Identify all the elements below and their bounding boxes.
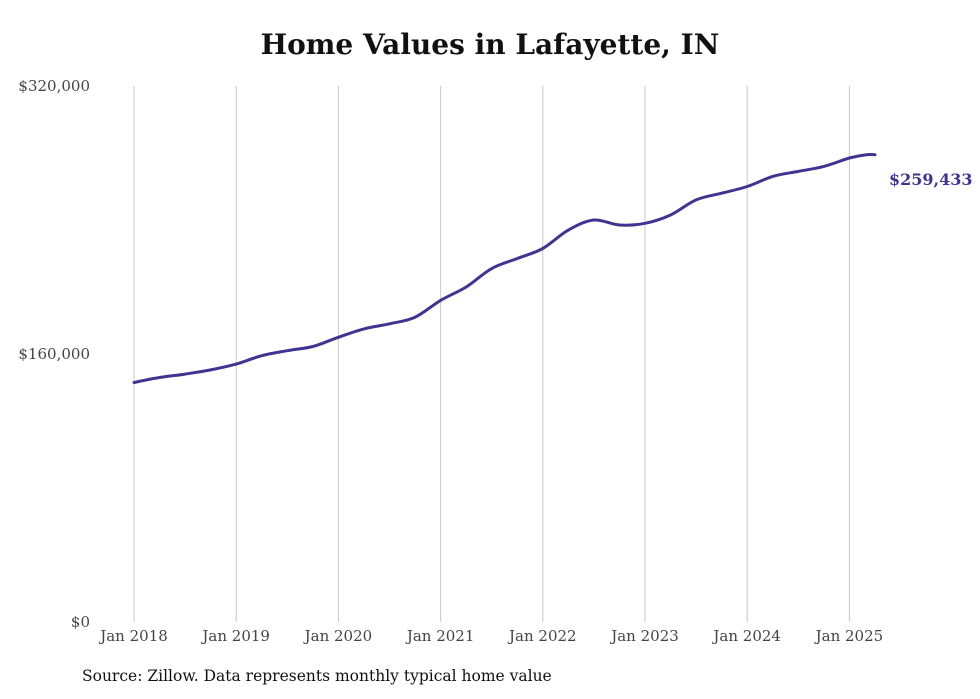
x-tick-label: Jan 2021 (405, 627, 475, 645)
x-tick-label: Jan 2019 (200, 627, 270, 645)
x-axis: Jan 2018 Jan 2019 Jan 2020 Jan 2021 Jan 2022… (98, 627, 883, 645)
y-tick-label: $160,000 (18, 345, 90, 363)
y-tick-label: $320,000 (18, 77, 90, 95)
end-value-label: $259,433 (889, 170, 973, 189)
x-tick-label: Jan 2025 (814, 627, 884, 645)
x-tick-label: Jan 2023 (609, 627, 679, 645)
x-tick-label: Jan 2024 (711, 627, 781, 645)
y-tick-label: $0 (71, 613, 90, 631)
chart-title: Home Values in Lafayette, IN (260, 28, 720, 61)
source-note: Source: Zillow. Data represents monthly … (82, 667, 552, 685)
x-tick-label: Jan 2018 (98, 627, 168, 645)
series-line (132, 152, 877, 384)
x-tick-label: Jan 2022 (507, 627, 577, 645)
x-tick-label: Jan 2020 (303, 627, 373, 645)
y-axis: $0 $160,000 $320,000 (18, 77, 90, 631)
grid-lines (133, 86, 850, 622)
series-layer (132, 152, 877, 384)
